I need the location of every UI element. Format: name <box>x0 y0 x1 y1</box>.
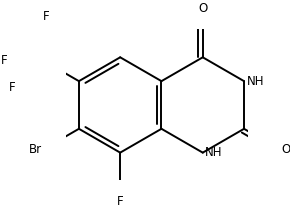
Text: NH: NH <box>205 146 223 159</box>
Text: F: F <box>43 10 49 23</box>
Text: NH: NH <box>246 75 264 88</box>
Text: F: F <box>9 81 16 94</box>
Text: F: F <box>1 54 8 67</box>
Text: F: F <box>117 195 124 208</box>
Text: O: O <box>198 2 207 15</box>
Text: O: O <box>281 143 290 156</box>
Text: Br: Br <box>28 143 42 156</box>
